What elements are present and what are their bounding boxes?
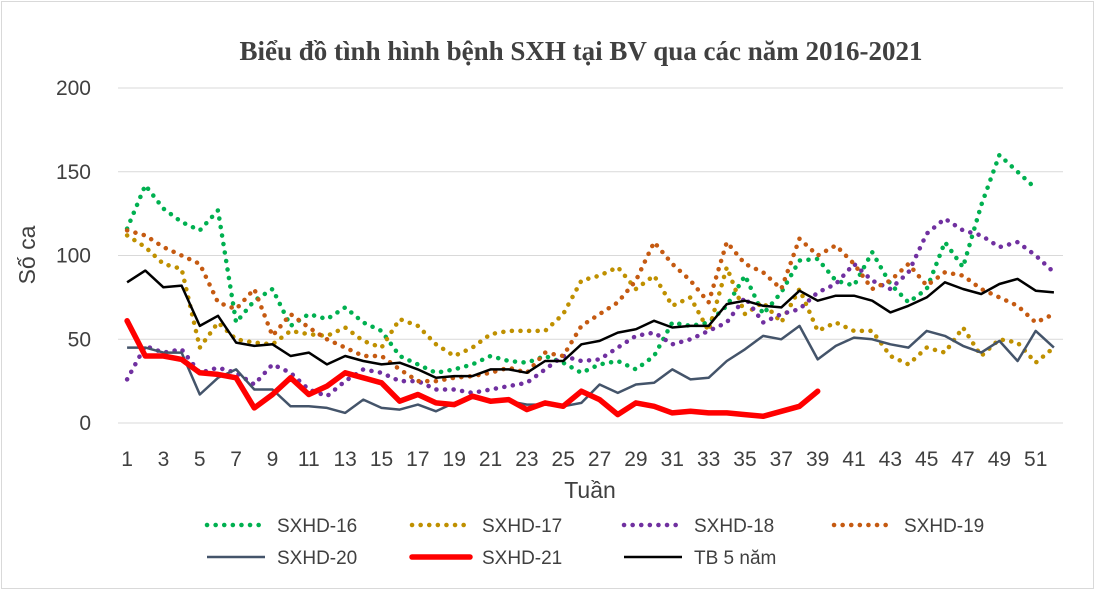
series-lines [124, 152, 1057, 420]
x-tick-label: 25 [552, 448, 575, 471]
x-tick-label: 43 [879, 448, 902, 471]
x-axis-label: Tuần [564, 477, 616, 503]
y-tick-label: 200 [56, 77, 91, 100]
series-line [124, 318, 821, 420]
y-tick-label: 100 [56, 245, 91, 268]
legend: SXHD-16 SXHD-17 SXHD-18 SXHD-19 SXHD-20 SXHD-… [204, 516, 984, 569]
x-tick-label: 33 [697, 448, 720, 471]
series-line [126, 269, 1055, 380]
y-tick-label: 150 [56, 161, 91, 184]
x-tick-label: 23 [515, 448, 538, 471]
x-tick-label: 11 [298, 448, 320, 471]
x-tick-label: 39 [806, 448, 829, 471]
x-tick-label: 21 [479, 448, 502, 471]
legend-label: SXHD-20 [277, 548, 357, 569]
x-tick-label: 9 [267, 448, 279, 471]
x-tick-label: 27 [588, 448, 611, 471]
y-axis-label: Số ca [14, 225, 40, 284]
x-tick-label: 17 [406, 448, 429, 471]
legend-label: SXHD-19 [904, 516, 984, 537]
legend-label: SXHD-18 [694, 516, 774, 537]
x-axis-ticks: 1 3 5 7 9 11 13 15 17 19 21 23 25 27 29 31 33 35 37 39 41 43 4… [121, 448, 1047, 471]
x-tick-label: 7 [230, 448, 242, 471]
x-tick-label: 41 [842, 448, 865, 471]
gridlines [118, 87, 1063, 340]
x-tick-label: 35 [733, 448, 756, 471]
x-tick-label: 49 [988, 448, 1011, 471]
x-tick-label: 3 [158, 448, 170, 471]
legend-label: SXHD-17 [482, 516, 562, 537]
chart-title: Biểu đồ tình hình bệnh SXH tại BV qua cá… [240, 36, 923, 66]
x-tick-label: 37 [770, 448, 793, 471]
x-tick-label: 15 [370, 448, 393, 471]
series-line [124, 233, 1057, 367]
y-axis-ticks: 0 50 100 150 200 [56, 77, 91, 435]
series-line [124, 152, 1038, 376]
y-tick-label: 50 [68, 328, 91, 351]
legend-label: TB 5 năm [694, 548, 776, 569]
x-tick-label: 29 [624, 448, 647, 471]
x-tick-label: 31 [661, 448, 684, 471]
x-tick-label: 47 [951, 448, 974, 471]
x-tick-label: 1 [121, 448, 133, 471]
y-tick-label: 0 [79, 412, 91, 435]
x-tick-label: 19 [443, 448, 466, 471]
x-tick-label: 51 [1024, 448, 1047, 471]
legend-label: SXHD-16 [277, 516, 357, 537]
x-tick-label: 45 [915, 448, 938, 471]
legend-label: SXHD-21 [482, 548, 562, 569]
series-line [124, 216, 1057, 399]
series-line [124, 228, 1057, 384]
x-tick-label: 13 [333, 448, 356, 471]
x-tick-label: 5 [194, 448, 206, 471]
